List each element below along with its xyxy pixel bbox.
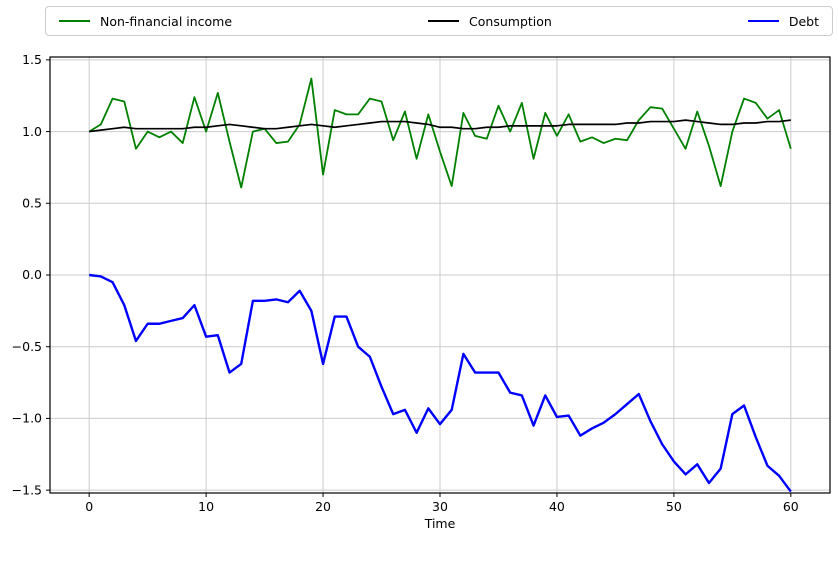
black-line-sample-icon <box>428 20 460 22</box>
x-tick-label: 30 <box>432 499 448 514</box>
legend-item-non-financial-income: Non-financial income <box>59 14 232 29</box>
x-tick-label: 40 <box>549 499 565 514</box>
blue-line-sample-icon <box>747 20 779 22</box>
y-tick-label: 0.5 <box>22 195 42 210</box>
green-line-sample-icon <box>59 20 90 22</box>
y-tick-label: −1.5 <box>12 482 42 497</box>
series-line-debt <box>89 273 792 493</box>
x-tick-label: 60 <box>783 499 799 514</box>
y-tick-label: −1.0 <box>12 411 42 426</box>
y-tick-label: −0.5 <box>12 339 42 354</box>
y-tick-label: 1.0 <box>22 124 42 139</box>
legend-label-consumption: Consumption <box>469 13 552 29</box>
x-tick-label: 0 <box>85 499 93 514</box>
series-line-consumption <box>89 119 791 133</box>
y-tick-label: 0.0 <box>22 267 42 282</box>
x-tick-label: 20 <box>315 499 331 514</box>
legend: Non-financial income Consumption Debt <box>45 6 833 36</box>
y-tick-label: 1.5 <box>22 52 42 67</box>
legend-label-debt: Debt <box>788 13 819 29</box>
legend-item-debt: Debt <box>747 13 819 29</box>
x-tick-label: 50 <box>666 499 682 514</box>
legend-label-non-financial-income: Non-financial income <box>100 13 233 29</box>
x-tick-label: 10 <box>198 499 214 514</box>
series-line-non-financial-income <box>88 77 792 189</box>
legend-item-consumption: Consumption <box>428 14 552 29</box>
